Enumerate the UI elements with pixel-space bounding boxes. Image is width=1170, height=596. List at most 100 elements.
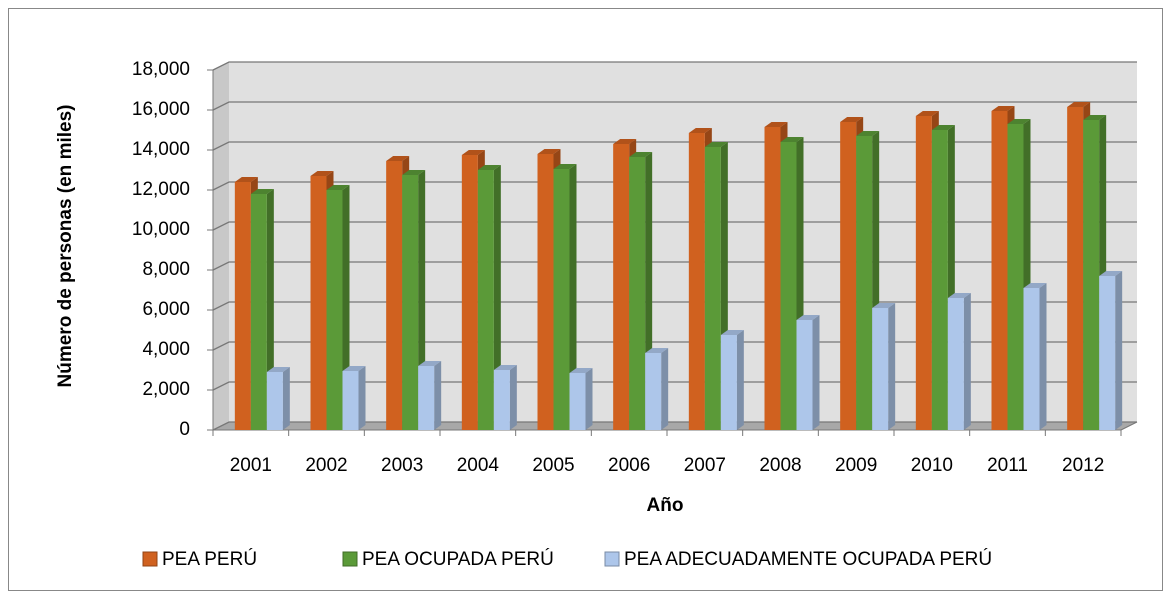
bar-top: [553, 164, 577, 169]
bar-side: [509, 365, 517, 430]
y-tick-label: 18,000: [132, 59, 190, 80]
bar: [764, 127, 781, 430]
bar-top: [720, 330, 744, 335]
grid-line: [212, 261, 1137, 271]
x-tick-label: 2001: [230, 455, 272, 476]
legend-swatch: [342, 551, 358, 567]
legend-label: PEA PERÚ: [162, 548, 257, 570]
bar-top: [688, 128, 712, 133]
x-axis-label: Año: [647, 495, 684, 516]
bar-top: [796, 315, 820, 320]
y-tick-label: 4,000: [142, 339, 190, 360]
bar: [553, 169, 570, 430]
bar: [613, 144, 630, 430]
bar: [537, 154, 554, 430]
grid-line: [212, 381, 1137, 391]
side-wall: [213, 62, 229, 430]
y-tick-label: 10,000: [132, 219, 190, 240]
bar-side: [569, 164, 577, 430]
bar-top: [629, 152, 653, 157]
bar-top: [326, 185, 350, 190]
bar-top: [991, 106, 1015, 111]
x-tick-label: 2003: [381, 455, 423, 476]
bar: [629, 157, 646, 430]
bar-top: [1099, 271, 1123, 276]
bar-top: [342, 366, 366, 371]
bar-top: [386, 156, 410, 161]
bar-top: [840, 117, 864, 122]
x-tick-label: 2008: [759, 455, 801, 476]
bar-side: [434, 361, 442, 430]
legend-label: PEA ADECUADAMENTE OCUPADA PERÚ: [624, 548, 992, 570]
bar: [720, 335, 737, 430]
y-tick-label: 12,000: [132, 179, 190, 200]
bar: [872, 308, 889, 430]
y-tick-label: 0: [179, 419, 190, 440]
bar-top: [645, 348, 669, 353]
bar-top: [250, 189, 274, 194]
bar-side: [1115, 271, 1123, 430]
bar-top: [477, 165, 501, 170]
bar-top: [947, 293, 971, 298]
bar-side: [736, 330, 744, 430]
y-tick-label: 8,000: [142, 259, 190, 280]
bar: [461, 155, 478, 430]
bar: [342, 371, 359, 430]
bar: [947, 298, 964, 430]
bar-top: [931, 125, 955, 130]
bar: [645, 353, 662, 430]
grid-line: [212, 301, 1137, 311]
bar: [326, 190, 343, 430]
bar-top: [613, 139, 637, 144]
bar: [386, 161, 403, 430]
legend-swatch: [142, 551, 158, 567]
bar: [704, 147, 721, 430]
x-tick-label: 2010: [911, 455, 953, 476]
bar: [418, 366, 435, 430]
bar-top: [704, 142, 728, 147]
bar: [250, 194, 267, 430]
bar-top: [537, 149, 561, 154]
y-tick-label: 2,000: [142, 379, 190, 400]
x-tick-label: 2009: [835, 455, 877, 476]
bar: [493, 370, 510, 430]
bar-side: [1039, 283, 1047, 430]
bar: [1099, 276, 1116, 430]
bar-top: [234, 177, 258, 182]
bar-top: [872, 303, 896, 308]
bar-side: [585, 368, 593, 430]
bar: [931, 130, 948, 430]
x-tick-label: 2012: [1062, 455, 1104, 476]
bar-top: [1067, 102, 1091, 107]
bar-side: [888, 303, 896, 430]
y-tick-label: 14,000: [132, 139, 190, 160]
grid-line: [212, 421, 1137, 431]
bar-side: [358, 366, 366, 430]
bar-top: [764, 122, 788, 127]
x-tick-label: 2004: [457, 455, 500, 476]
bar-top: [310, 171, 334, 176]
x-tick-label: 2002: [305, 455, 347, 476]
bar-top: [461, 150, 485, 155]
bar: [402, 175, 419, 430]
bar: [856, 136, 873, 430]
bar-top: [418, 361, 442, 366]
bar-top: [856, 131, 880, 136]
bar: [234, 182, 251, 430]
y-tick-label: 16,000: [132, 99, 190, 120]
bar: [310, 176, 327, 430]
bar-top: [1007, 119, 1031, 124]
bar: [915, 116, 932, 430]
x-tick-label: 2005: [532, 455, 574, 476]
bar-top: [780, 137, 804, 142]
x-tick-label: 2011: [987, 455, 1028, 476]
grid-line: [212, 101, 1137, 111]
bar-side: [661, 348, 669, 430]
bar-side: [963, 293, 971, 430]
bar-top: [915, 111, 939, 116]
bar-top: [1083, 115, 1107, 120]
bar: [991, 111, 1008, 430]
x-axis-edge: [1120, 421, 1138, 431]
